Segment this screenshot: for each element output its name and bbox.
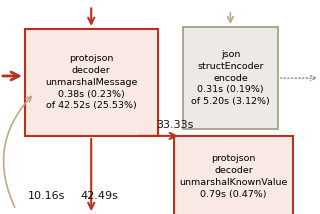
Text: protojson
decoder
unmarshalMessage
0.38s (0.23%)
of 42.52s (25.53%): protojson decoder unmarshalMessage 0.38s… [45, 54, 137, 110]
Text: 33.33s: 33.33s [156, 120, 193, 130]
FancyBboxPatch shape [25, 29, 157, 136]
Text: 42.49s: 42.49s [80, 191, 118, 201]
FancyBboxPatch shape [183, 27, 277, 129]
Text: protojson
decoder
unmarshalKnownValue
0.79s (0.47%): protojson decoder unmarshalKnownValue 0.… [180, 154, 288, 199]
Text: 10.16s: 10.16s [28, 191, 65, 201]
FancyBboxPatch shape [174, 136, 293, 214]
Text: json
structEncoder
encode
0.31s (0.19%)
of 5.20s (3.12%): json structEncoder encode 0.31s (0.19%) … [191, 50, 270, 106]
